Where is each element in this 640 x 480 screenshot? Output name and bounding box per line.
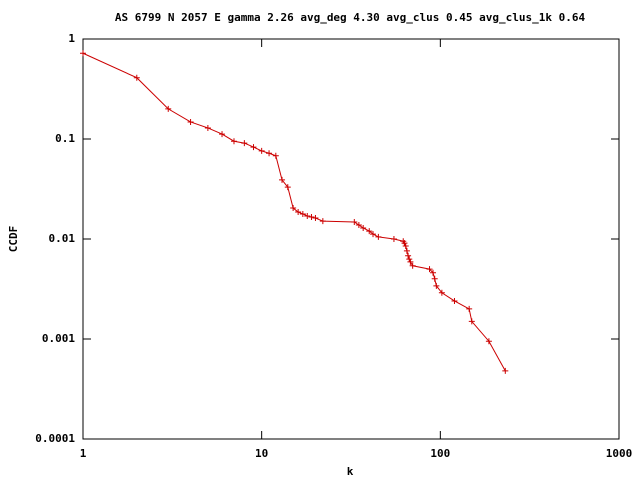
data-point <box>405 252 412 259</box>
data-point <box>366 228 373 235</box>
x-axis-label: k <box>347 465 354 478</box>
y-tick-label: 1 <box>68 32 75 45</box>
data-point <box>375 233 382 240</box>
data-point <box>308 213 315 220</box>
x-tick-label: 100 <box>430 447 450 460</box>
data-point <box>426 266 433 273</box>
data-point <box>299 210 306 217</box>
x-tick-label: 1000 <box>606 447 633 460</box>
data-point <box>258 147 265 154</box>
data-point <box>406 256 413 263</box>
data-point <box>272 152 279 159</box>
data-point <box>502 367 509 374</box>
y-tick-label: 0.0001 <box>35 432 75 445</box>
plot-frame <box>82 38 620 440</box>
data-point <box>312 215 319 222</box>
data-point <box>187 118 194 125</box>
data-point <box>219 131 226 138</box>
data-point <box>133 74 140 81</box>
y-tick-label: 0.1 <box>55 132 75 145</box>
data-point <box>80 50 86 57</box>
data-point <box>284 184 291 191</box>
data-line <box>82 52 506 372</box>
data-point <box>304 212 311 219</box>
data-point <box>204 124 211 131</box>
data-point <box>468 318 475 325</box>
data-point <box>360 224 367 231</box>
data-point <box>433 282 440 289</box>
x-tick-label: 1 <box>80 447 87 460</box>
data-point <box>351 218 358 225</box>
data-point <box>370 231 377 238</box>
chart-title: AS 6799 N 2057 E gamma 2.26 avg_deg 4.30… <box>115 11 586 24</box>
data-point <box>466 305 473 312</box>
data-point <box>319 218 326 225</box>
data-point <box>230 138 237 145</box>
data-point <box>430 269 437 276</box>
y-axis-label: CCDF <box>7 226 20 253</box>
data-point <box>431 275 438 282</box>
data-point <box>438 289 445 296</box>
data-point <box>485 338 492 345</box>
data-point <box>390 236 397 242</box>
data-point <box>295 209 302 216</box>
data-point <box>279 176 286 183</box>
x-tick-label: 10 <box>255 447 268 460</box>
data-point <box>290 205 297 212</box>
data-point <box>165 105 172 112</box>
y-tick-label: 0.01 <box>49 232 76 245</box>
data-point <box>402 243 409 250</box>
data-point <box>409 262 416 269</box>
data-point <box>250 144 257 151</box>
data-point <box>241 140 248 147</box>
data-point <box>451 297 458 304</box>
data-point <box>407 258 414 265</box>
y-tick-label: 0.001 <box>42 332 75 345</box>
data-point <box>266 150 273 157</box>
data-point <box>355 222 362 229</box>
data-point <box>403 247 410 254</box>
data-point <box>401 240 408 247</box>
